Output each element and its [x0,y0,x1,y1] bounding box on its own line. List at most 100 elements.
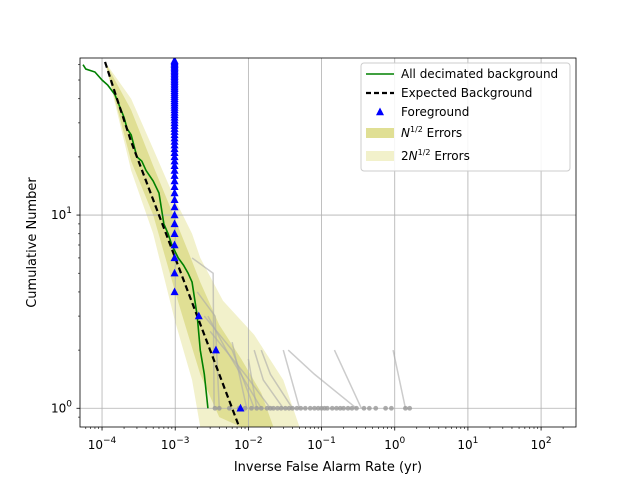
foreground-point [170,161,179,169]
decimated-curve [392,349,407,409]
foreground-point [170,210,179,219]
y-tick-label: 101 [51,206,72,222]
background-line [82,64,209,409]
foreground-point [170,229,179,237]
x-tick-label: 10−1 [307,436,336,452]
legend-label-n-errors: N1/2 Errors [401,125,462,140]
decimated-point [271,405,276,411]
y-tick-label: 100 [51,399,72,415]
foreground-point [236,403,245,412]
decimated-point [254,405,260,411]
x-tick-label: 102 [531,436,552,452]
decimated-point [302,405,308,411]
decimated-point [298,405,304,411]
decimated-point [249,405,254,411]
decimated-point [307,405,313,411]
foreground-point [170,219,179,228]
legend-label-expected: Expected Background [401,86,532,100]
decimated-point [366,405,372,411]
legend-label-foreground: Foreground [401,105,469,119]
decimated-point [212,405,218,411]
decimated-background-curves [191,257,413,411]
decimated-point [403,405,408,411]
decimated-curve [282,349,301,409]
decimated-point [341,405,346,411]
foreground-point [170,156,179,165]
axis-ticks: 10−4 10−3 10−2 10−1 100 101 102 100 101 [51,64,564,452]
decimated-point [349,405,355,411]
decimated-point [242,405,248,411]
x-tick-label: 10−4 [88,436,117,452]
legend-label-background: All decimated background [401,67,558,81]
legend: All decimated background Expected Backgr… [360,62,571,172]
decimated-curve [253,349,284,409]
error-band-light [105,61,300,427]
x-tick-label: 10−2 [234,436,263,452]
legend-swatch-band-light [366,151,394,161]
foreground-point [170,253,179,262]
decimated-point [258,405,264,411]
decimated-point [334,405,339,411]
foreground-point [170,152,179,161]
decimated-point [329,405,335,411]
legend-box [360,62,571,172]
decimated-point [337,405,343,411]
decimated-curve [207,315,262,409]
plot-frame [79,57,577,428]
foreground-point [170,58,179,64]
decimated-curve [209,330,272,409]
foreground-point [211,345,220,354]
decimated-point [216,405,222,411]
legend-label-2n-errors: 2N1/2 Errors [401,148,470,163]
decimated-curve [196,291,221,409]
decimated-point [226,405,232,411]
decimated-point [345,405,351,411]
decimated-point [324,405,330,411]
series [82,58,245,427]
decimated-curve [287,349,357,409]
decimated-point [275,405,280,411]
decimated-point [361,405,367,411]
foreground-point [170,195,179,203]
decimated-curve [191,257,215,409]
foreground-point [170,176,179,185]
error-band-dark [105,61,274,427]
decimated-point [278,405,284,411]
x-axis-label: Inverse False Alarm Rate (yr) [234,460,422,475]
foreground-point [170,148,179,157]
decimated-point [264,405,270,411]
foreground-point [170,182,179,191]
foreground-point [170,287,179,296]
foreground-point [170,268,179,277]
x-tick-label: 10−3 [161,436,190,452]
error-bands [105,61,300,427]
foreground-point [170,202,179,211]
decimated-curve [231,341,248,409]
decimated-point [388,405,394,411]
decimated-curve [247,358,258,409]
x-tick-label: 100 [384,436,405,452]
expected-background-line [104,61,241,427]
decimated-point [407,405,413,411]
decimated-point [282,405,288,411]
decimated-curve [260,349,294,409]
decimated-point [290,405,295,411]
decimated-point [312,405,317,411]
decimated-point [354,405,359,411]
x-tick-label: 101 [457,436,478,452]
decimated-point [383,405,388,411]
foreground-point [170,240,179,249]
decimated-point [373,405,379,411]
foreground-point [170,166,179,174]
decimated-point [294,405,300,411]
legend-swatch-foreground-triangle [376,107,384,116]
y-axis-label: Cumulative Number [25,177,40,308]
foreground-point [194,311,203,320]
foreground-point [170,188,179,197]
decimated-curve [333,349,363,409]
foreground-point [170,171,179,179]
legend-swatch-band-dark [366,128,394,138]
decimated-point [286,405,292,411]
decimated-point [315,405,321,411]
